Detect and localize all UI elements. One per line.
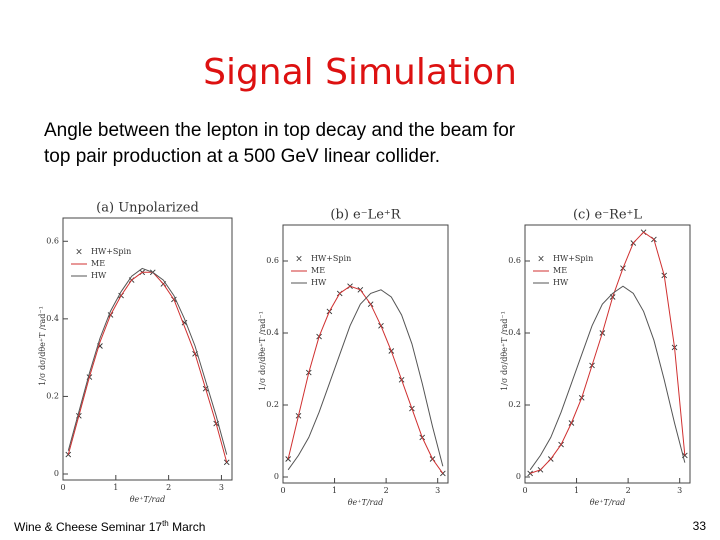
x-tick-label: 0 <box>60 483 65 492</box>
legend-label: HW <box>91 271 107 280</box>
x-tick-label: 0 <box>522 486 527 495</box>
legend-label: HW+Spin <box>311 254 351 263</box>
footer-text: Wine & Cheese Seminar 17 <box>14 520 163 534</box>
y-tick-label: 0 <box>274 472 279 481</box>
y-axis-label: 1/σ dσ/dθe⁺T /rad⁻¹ <box>38 306 47 386</box>
page-number: 33 <box>692 519 706 533</box>
footer-sup: th <box>162 519 169 528</box>
y-tick-label: 0.2 <box>508 400 521 409</box>
series-line <box>287 289 444 471</box>
legend-label: HW <box>553 278 569 287</box>
legend-marker: × <box>537 255 545 265</box>
x-tick-label: 0 <box>280 486 285 495</box>
footer-text: March <box>172 520 206 534</box>
body-text: Angle between the lepton in top decay an… <box>44 120 516 141</box>
legend-label: ME <box>91 259 105 268</box>
y-axis-label: 1/σ dσ/dθe⁺T /rad⁻¹ <box>500 311 509 391</box>
x-tick-label: 2 <box>626 486 631 495</box>
chart-title: (c) e⁻Re⁺L <box>573 208 642 223</box>
legend-marker: × <box>75 248 83 258</box>
body-text: top pair production at a 500 GeV linear … <box>44 146 441 167</box>
y-tick-label: 0.4 <box>508 328 521 337</box>
plot-frame <box>282 224 449 484</box>
cross-marker <box>223 459 230 466</box>
x-axis-label: θe⁺T/rad <box>348 498 384 507</box>
y-tick-label: 0.6 <box>508 256 521 265</box>
x-axis-label: θe⁺T/rad <box>130 495 166 504</box>
series-line <box>67 267 228 455</box>
legend-marker: × <box>295 255 303 265</box>
x-tick-label: 2 <box>384 486 389 495</box>
y-tick-label: 0.4 <box>266 328 279 337</box>
y-tick-label: 0.6 <box>266 256 279 265</box>
series-line <box>529 231 686 474</box>
y-tick-label: 0.4 <box>46 314 59 323</box>
series-line <box>67 271 228 463</box>
legend-label: HW+Spin <box>553 254 593 263</box>
chart-title: (a) Unpolarized <box>96 201 199 216</box>
legend-label: HW <box>311 278 327 287</box>
series-line <box>287 285 444 474</box>
y-tick-label: 0.2 <box>46 391 59 400</box>
x-tick-label: 3 <box>435 486 440 495</box>
y-tick-label: 0 <box>54 469 59 478</box>
x-tick-label: 1 <box>332 486 337 495</box>
x-tick-label: 3 <box>677 486 682 495</box>
x-tick-label: 2 <box>166 483 171 492</box>
x-axis-label: θe⁺T/rad <box>590 498 626 507</box>
plot-frame <box>62 217 233 481</box>
series-line <box>529 285 686 471</box>
cross-marker <box>285 456 291 462</box>
y-tick-label: 0.2 <box>266 400 279 409</box>
footer: Wine & Cheese Seminar 17th March <box>14 519 205 534</box>
y-tick-label: 0 <box>516 472 521 481</box>
x-tick-label: 1 <box>113 483 118 492</box>
legend-label: ME <box>553 266 567 275</box>
y-axis-label: 1/σ dσ/dθe⁺T /rad⁻¹ <box>258 311 267 391</box>
chart-title: (b) e⁻Le⁺R <box>330 208 401 223</box>
legend-label: HW+Spin <box>91 247 131 256</box>
cross-marker <box>527 470 533 477</box>
x-tick-label: 3 <box>219 483 224 492</box>
x-tick-label: 1 <box>574 486 579 495</box>
slide-title: Signal Simulation <box>203 52 517 93</box>
y-tick-label: 0.6 <box>46 236 59 245</box>
legend-label: ME <box>311 266 325 275</box>
plot-frame <box>524 224 691 484</box>
